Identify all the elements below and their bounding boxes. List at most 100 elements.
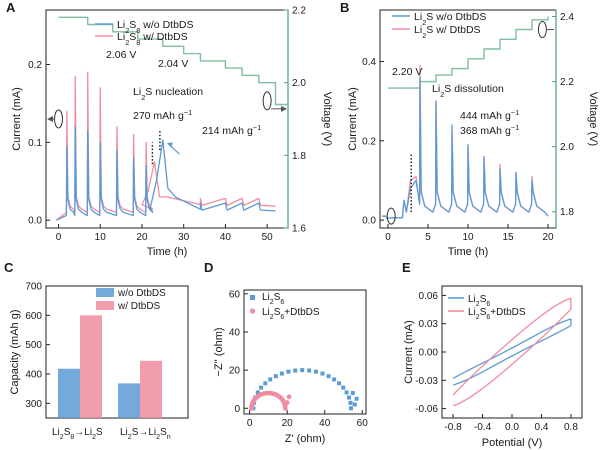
x-tick-label: 0.8: [564, 422, 578, 433]
legend-label: Li2S6+DtbDS: [468, 307, 526, 321]
bar-without-dtbds: [118, 383, 140, 418]
data-point-li2s6: [268, 377, 273, 382]
series-line-with-dtbds: [56, 71, 276, 221]
data-point-li2s6: [347, 395, 352, 400]
x-tick-label: 20: [542, 232, 554, 243]
legend-label: Li2S6+DtbDS: [262, 307, 320, 321]
data-point-li2s6: [263, 381, 268, 386]
bar-without-dtbds: [58, 368, 80, 418]
panel-c: C 300 400 500 600 700 Capacity (mAh g) Li2S8→Li…: [4, 260, 189, 441]
legend-label: Li2S6: [468, 294, 490, 308]
x-tick-label: 10: [462, 232, 474, 243]
panel-b: B 0 5 10 15 20 0.0 0.2 0.4 1.8 2.0 2.2 2.4 Time (h) Cu…: [340, 0, 599, 258]
x-tick-label: 40: [220, 232, 232, 243]
y2-tick-label: 2.0: [560, 142, 574, 153]
arrowhead-left: [47, 116, 53, 122]
y-tick-label: -0.03: [415, 376, 438, 387]
data-point-li2s6: [348, 400, 353, 405]
panel-a-xlabel: Time (h): [147, 246, 188, 258]
panel-label-a: A: [6, 0, 16, 15]
y2-tick-label: 2.4: [560, 12, 574, 23]
annotation-nucleation: Li2S nucleation: [133, 86, 203, 102]
annotation-dissolution: Li2S dissolution: [432, 83, 504, 99]
y2-tick-label: 1.8: [292, 151, 306, 162]
panel-e-ylabel: Current (mA): [403, 320, 415, 384]
y-tick-label: 0: [234, 404, 240, 415]
data-point-li2s6: [332, 377, 337, 382]
cv-loop-li2s6: [452, 318, 572, 386]
y-tick-label: 60: [229, 289, 241, 300]
annotation-cap-pink: 444 mAh g−1: [460, 108, 519, 123]
legend-marker: [249, 308, 256, 314]
x-tick-label: 0: [56, 232, 62, 243]
bar-with-dtbds: [80, 315, 102, 418]
x-tick-label: 0: [247, 418, 253, 429]
data-point-li2s6: [293, 368, 298, 373]
y-tick-label: 0.0: [28, 216, 42, 227]
y2-tick-label: 1.6: [292, 224, 306, 235]
legend-label: Li2S w/ DtbDS: [414, 24, 481, 40]
panel-label-c: C: [4, 260, 14, 275]
panel-d-ylabel: −Z'' (ohm): [213, 327, 225, 376]
data-point-li2s6: [354, 396, 359, 401]
y-tick-label: 0.2: [362, 136, 376, 147]
legend-label: Li2S6: [262, 292, 284, 306]
panel-e: E -0.8 -0.4 0.0 0.4 0.8 -0.06 -0.03 0.00 0.03 0.06…: [402, 260, 583, 449]
y-tick-label: 0.03: [419, 319, 439, 330]
data-point-li2s6: [350, 391, 355, 396]
annotation-cap-blue: 368 mAh g−1: [460, 123, 519, 138]
panel-c-ylabel: Capacity (mAh g): [9, 310, 21, 395]
voltage-axis-ellipse: [262, 91, 272, 111]
x-tick-label: 30: [178, 232, 190, 243]
x-tick-label: 50: [262, 232, 274, 243]
x-tick-label: 40: [319, 418, 331, 429]
legend-label: Li2S w/o DtbDS: [414, 11, 486, 27]
y-tick-label: 300: [25, 399, 42, 410]
panel-b-ylabel: Current (mA): [347, 87, 359, 151]
x-tick-label: 5: [425, 232, 431, 243]
data-point-li2s6-dtbds: [282, 405, 288, 411]
voltage-axis-ellipse: [537, 21, 547, 39]
x-tick-label: 0: [385, 232, 391, 243]
legend-label: w/o DtbDS: [117, 288, 166, 299]
panel-d-frame: [243, 289, 367, 415]
x-tick-label: 60: [357, 418, 369, 429]
y-tick-label: 700: [25, 282, 42, 293]
panel-e-xlabel: Potential (V): [482, 437, 543, 449]
data-point-li2s6: [286, 369, 291, 374]
panel-label-d: D: [204, 260, 213, 275]
data-point-li2s6: [337, 381, 342, 386]
y2-tick-label: 2.0: [292, 78, 306, 89]
panel-c-frame: [45, 285, 189, 419]
panel-a-y2label: Voltage (V): [321, 92, 333, 146]
annotation-cap-blue: 214 mAh g−1: [202, 123, 261, 138]
data-point-li2s6: [326, 374, 331, 379]
arrowhead-blue: [167, 142, 173, 148]
series-line-without-dtbds: [385, 76, 549, 219]
data-point-li2s6: [300, 368, 305, 373]
y2-tick-label: 2.2: [292, 6, 306, 17]
y-tick-label: 500: [25, 340, 42, 351]
y-tick-label: 400: [25, 370, 42, 381]
data-point-li2s6-dtbds: [286, 394, 292, 400]
arrowhead-right: [281, 105, 287, 112]
legend-label: Li2S8 w/ DtbDS: [117, 31, 188, 47]
legend-swatch: [96, 288, 114, 297]
x-tick-label: 15: [502, 232, 514, 243]
y-tick-label: 600: [25, 311, 42, 322]
panel-b-y2label: Voltage (V): [587, 92, 599, 146]
panel-b-xlabel: Time (h): [448, 246, 489, 258]
legend-marker: [250, 295, 255, 300]
annotation-voltage-1: 2.06 V: [106, 49, 136, 61]
data-point-li2s6: [341, 385, 346, 390]
data-point-li2s6: [307, 368, 312, 373]
data-point-li2s6: [313, 369, 318, 374]
data-point-li2s6: [273, 374, 278, 379]
annotation-voltage: 2.20 V: [392, 66, 422, 78]
x-tick-label: -0.4: [474, 422, 492, 433]
y-tick-label: 0.2: [28, 60, 42, 71]
panel-label-b: B: [340, 0, 349, 15]
y-tick-label: 0.0: [362, 216, 376, 227]
category-label: Li2S8→Li2S: [52, 427, 103, 441]
